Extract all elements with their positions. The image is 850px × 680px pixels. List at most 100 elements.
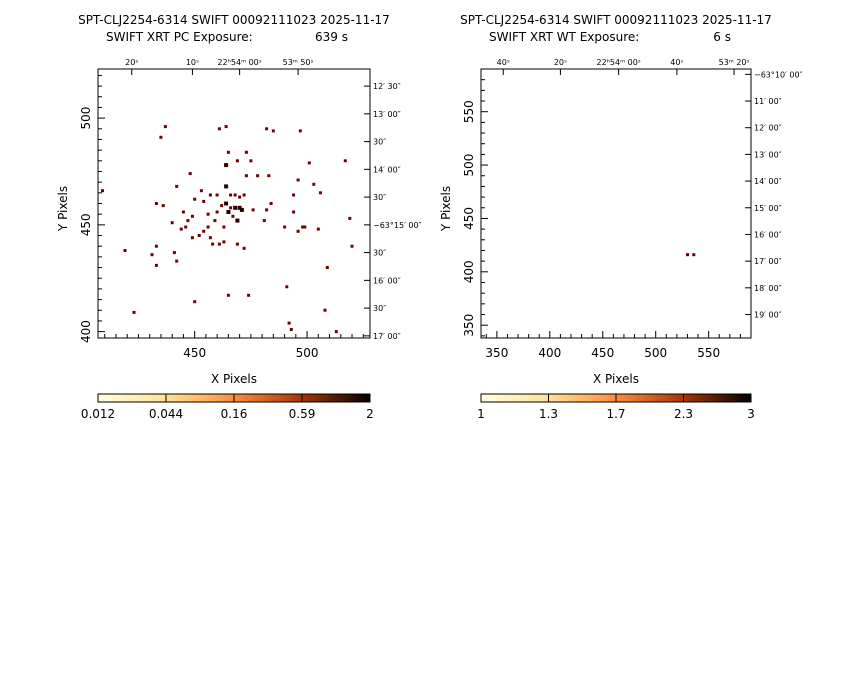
photon-count-pixel (124, 249, 127, 252)
photon-count-pixel (335, 330, 338, 333)
exposure-label: SWIFT XRT PC Exposure: (106, 30, 253, 44)
photon-count-pixel (200, 189, 203, 192)
photon-count-pixel (202, 200, 205, 203)
photon-count-pixel (249, 159, 252, 162)
photon-count-pixel (186, 219, 189, 222)
photon-count-pixel (164, 125, 167, 128)
photon-count-pixel (231, 215, 234, 218)
x-tick-label: 450 (591, 346, 614, 360)
ra-tick-label: 40ˢ (497, 58, 510, 67)
wt-image-panel: SPT-CLJ2254-6314 SWIFT 00092111023 2025-… (439, 13, 803, 421)
photon-count-pixel (240, 208, 244, 212)
dec-tick-label: 14′ 00″ (373, 165, 401, 174)
photon-count-pixel (226, 210, 230, 214)
photon-count-pixel (191, 236, 194, 239)
photon-count-pixel (292, 211, 295, 214)
photon-count-pixel (173, 251, 176, 254)
photon-count-pixel (133, 311, 136, 314)
colorbar-tick-label: 2.3 (674, 407, 693, 421)
photon-count-pixel (229, 194, 232, 197)
colorbar-tick-label: 0.59 (289, 407, 316, 421)
photon-count-pixel (285, 285, 288, 288)
dec-tick-label: 30″ (373, 249, 386, 258)
photon-count-pixel (225, 125, 228, 128)
dec-tick-label: 12′ 00″ (754, 124, 782, 133)
x-axis-label: X Pixels (211, 372, 257, 386)
photon-count-pixel (303, 226, 306, 229)
ra-tick-label: 40ˢ (670, 58, 683, 67)
y-tick-label: 350 (462, 314, 476, 337)
photon-count-pixel (218, 243, 221, 246)
ra-tick-label: 10ˢ (186, 58, 199, 67)
photon-count-pixel (162, 204, 165, 207)
ra-tick-label: 53ᵐ 50ˢ (283, 58, 314, 67)
dec-tick-label: 17′ 00″ (754, 257, 782, 266)
exposure-value: 639 s (315, 30, 348, 44)
photon-count-pixel (229, 206, 232, 209)
photon-count-pixel (243, 194, 246, 197)
photon-count-pixel (317, 228, 320, 231)
photon-count-pixel (292, 194, 295, 197)
photon-count-pixel (224, 202, 228, 206)
dec-tick-label: 17′ 00″ (373, 332, 401, 341)
dec-tick-label: 30″ (373, 138, 386, 147)
x-tick-label: 450 (183, 346, 206, 360)
plot-frame (481, 69, 751, 338)
photon-count-pixel (235, 219, 239, 223)
photon-count-pixel (319, 191, 322, 194)
photon-count-pixel (324, 309, 327, 312)
photon-count-pixel (222, 240, 225, 243)
photon-count-pixel (288, 322, 291, 325)
dec-tick-label: 15′ 00″ (754, 204, 782, 213)
photon-count-pixel (243, 247, 246, 250)
colorbar-tick-label: 1 (477, 407, 485, 421)
photon-count-pixel (238, 196, 241, 199)
photon-count-pixel (209, 236, 212, 239)
y-tick-label: 450 (462, 207, 476, 230)
exposure-value: 6 s (713, 30, 731, 44)
photon-count-pixel (209, 194, 212, 197)
y-tick-label: 400 (79, 320, 93, 343)
photon-count-pixel (202, 230, 205, 233)
pc-image-panel: SPT-CLJ2254-6314 SWIFT 00092111023 2025-… (56, 13, 422, 421)
y-tick-label: 500 (462, 154, 476, 177)
dec-tick-label: −63°10′ 00″ (754, 70, 803, 79)
photon-count-pixel (283, 226, 286, 229)
photon-count-pixel (686, 253, 689, 256)
photon-count-pixel (224, 163, 228, 167)
colorbar-tick-label: 0.16 (221, 407, 248, 421)
exposure-label: SWIFT XRT WT Exposure: (489, 30, 639, 44)
photon-count-pixel (220, 204, 223, 207)
photon-count-pixel (245, 151, 248, 154)
y-tick-label: 400 (462, 260, 476, 283)
photon-count-pixel (193, 198, 196, 201)
dec-tick-label: 30″ (373, 193, 386, 202)
photon-count-pixel (265, 127, 268, 130)
photon-count-pixel (101, 189, 104, 192)
photon-count-pixel (236, 159, 239, 162)
photon-count-pixel (227, 151, 230, 154)
photon-count-pixel (270, 202, 273, 205)
dec-tick-label: 13′ 00″ (373, 110, 401, 119)
colorbar-tick-label: 0.012 (81, 407, 115, 421)
x-tick-label: 550 (697, 346, 720, 360)
dec-tick-label: −63°15′ 00″ (373, 221, 422, 230)
photon-count-pixel (155, 245, 158, 248)
colorbar-tick-label: 3 (747, 407, 755, 421)
colorbar-tick-label: 1.7 (606, 407, 625, 421)
y-tick-label: 450 (79, 213, 93, 236)
photon-count-pixel (218, 127, 221, 130)
photon-count-pixel (344, 159, 347, 162)
colorbar-tick-label: 2 (366, 407, 374, 421)
photon-count-pixel (308, 161, 311, 164)
photon-count-pixel (227, 294, 230, 297)
photon-count-pixel (252, 208, 255, 211)
photon-count-pixel (180, 228, 183, 231)
photon-count-pixel (297, 230, 300, 233)
photon-count-pixel (175, 185, 178, 188)
photon-count-pixel (233, 206, 237, 210)
y-axis-label: Y Pixels (439, 186, 453, 232)
photon-count-pixel (155, 264, 158, 267)
photon-count-pixel (216, 194, 219, 197)
